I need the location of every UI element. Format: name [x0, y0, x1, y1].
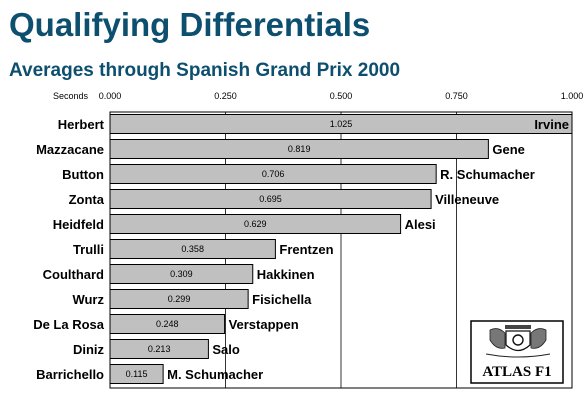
- driver-label: Zonta: [69, 192, 105, 207]
- bar-row: 0.115 Barrichello M. Schumacher: [36, 364, 263, 384]
- atlas-f1-crest-icon: [485, 325, 551, 358]
- teammate-label: Hakkinen: [257, 267, 315, 282]
- teammate-label: M. Schumacher: [167, 367, 263, 382]
- driver-label: Trulli: [73, 242, 104, 257]
- bars: 1.025 Herbert Irvine 0.819 Mazzacane Gene 0.70…: [33, 114, 573, 384]
- bar-value-label: 0.706: [262, 169, 285, 179]
- teammate-label: Alesi: [405, 217, 436, 232]
- bar-row: 0.819 Mazzacane Gene: [36, 139, 525, 159]
- driver-label: De La Rosa: [33, 317, 105, 332]
- bar-value-label: 0.695: [259, 194, 282, 204]
- chart-subtitle: Averages through Spanish Grand Prix 2000: [9, 60, 401, 81]
- bar-value-label: 0.819: [288, 144, 311, 154]
- teammate-label: Irvine: [534, 117, 569, 132]
- bar-row: 0.248 De La Rosa Verstappen: [33, 314, 299, 334]
- bar-row: 0.629 Heidfeld Alesi: [53, 214, 436, 234]
- bar-value-label: 0.309: [170, 269, 193, 279]
- bar-value-label: 0.248: [156, 319, 179, 329]
- bar-value-label: 0.213: [148, 344, 171, 354]
- driver-label: Barrichello: [36, 367, 104, 382]
- driver-label: Diniz: [73, 342, 105, 357]
- teammate-label: Gene: [492, 142, 525, 157]
- driver-label: Wurz: [72, 292, 104, 307]
- teammate-label: R. Schumacher: [440, 167, 535, 182]
- bar-row: 0.695 Zonta Villeneuve: [69, 189, 499, 209]
- bar-row: 0.309 Coulthard Hakkinen: [43, 264, 315, 284]
- driver-label: Coulthard: [43, 267, 104, 282]
- x-axis-unit-label: Seconds: [53, 91, 89, 101]
- driver-label: Mazzacane: [36, 142, 104, 157]
- bar-value-label: 0.299: [168, 294, 191, 304]
- x-tick-label: 0.500: [330, 91, 353, 101]
- teammate-label: Fisichella: [252, 292, 312, 307]
- x-tick-label: 0.250: [214, 91, 237, 101]
- bar-row: 1.025 Herbert Irvine: [58, 114, 573, 134]
- bar-value-label: 0.115: [126, 369, 148, 379]
- x-tick-label: 0.000: [99, 91, 122, 101]
- bar-value-label: 0.358: [181, 244, 204, 254]
- x-tick-label: 0.750: [445, 91, 468, 101]
- bar-row: 0.358 Trulli Frentzen: [73, 239, 334, 259]
- driver-label: Heidfeld: [53, 217, 104, 232]
- chart-title: Qualifying Differentials: [9, 6, 371, 43]
- bar-row: 0.706 Button R. Schumacher: [62, 164, 535, 184]
- bar-value-label: 1.025: [330, 119, 353, 129]
- teammate-label: Salo: [212, 342, 240, 357]
- teammate-label: Frentzen: [279, 242, 333, 257]
- logo-text: ATLAS F1: [482, 364, 551, 380]
- driver-label: Herbert: [58, 117, 105, 132]
- logo-frame: [470, 320, 564, 384]
- bar-value-label: 0.629: [244, 219, 267, 229]
- plot-area-border: [109, 111, 573, 389]
- bar-row: 0.213 Diniz Salo: [73, 339, 240, 359]
- bar-row: 0.299 Wurz Fisichella: [72, 289, 312, 309]
- driver-label: Button: [62, 167, 104, 182]
- teammate-label: Verstappen: [229, 317, 299, 332]
- x-tick-label: 1.000: [561, 91, 584, 101]
- atlas-f1-logo: ATLAS F1: [470, 320, 564, 384]
- teammate-label: Villeneuve: [435, 192, 499, 207]
- x-axis-ticks: 0.000 0.250 0.500 0.750 1.000: [99, 91, 584, 101]
